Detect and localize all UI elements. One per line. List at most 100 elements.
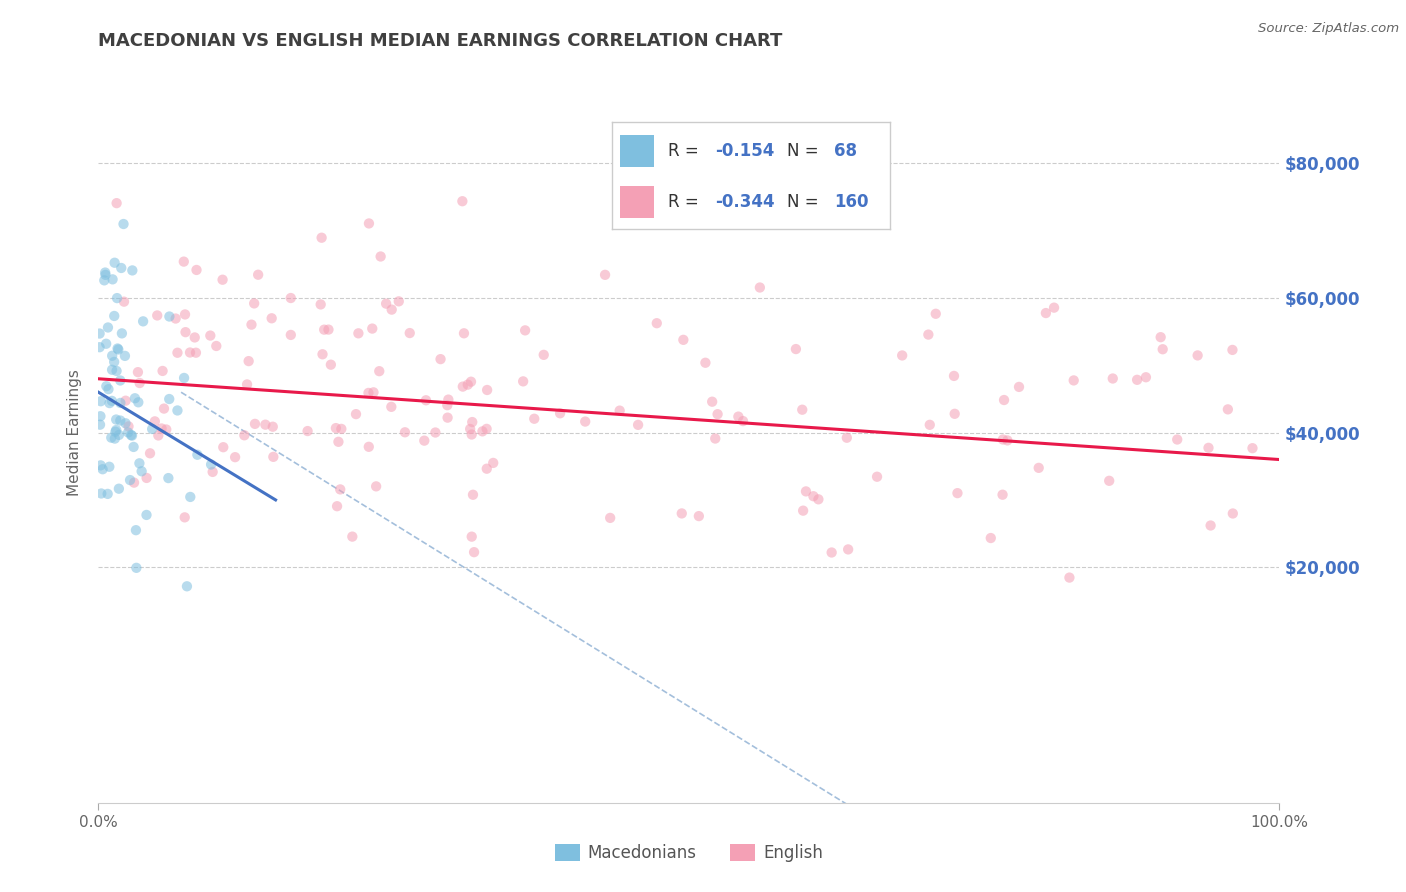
Point xyxy=(1035,306,1057,320)
Point xyxy=(179,345,201,359)
Point xyxy=(453,326,475,341)
Point xyxy=(141,422,163,436)
Point xyxy=(94,268,117,282)
Point xyxy=(1199,518,1222,533)
Point xyxy=(173,254,195,268)
Point xyxy=(991,433,1014,447)
Point xyxy=(672,333,695,347)
Point xyxy=(124,391,146,405)
Point xyxy=(328,434,350,449)
Point xyxy=(117,419,139,434)
Point xyxy=(461,530,484,544)
Point xyxy=(110,396,132,410)
Point xyxy=(104,432,127,446)
Point xyxy=(368,364,391,378)
Point xyxy=(731,414,754,428)
Point xyxy=(98,459,121,474)
Point xyxy=(94,336,117,351)
Point xyxy=(127,365,149,379)
Point xyxy=(943,368,966,383)
Point xyxy=(184,330,207,344)
Point xyxy=(152,364,174,378)
Point xyxy=(176,579,198,593)
Point xyxy=(131,464,153,478)
Point xyxy=(297,424,319,438)
Point xyxy=(157,392,180,406)
Point xyxy=(243,417,266,431)
Point xyxy=(90,458,112,473)
Point xyxy=(121,263,143,277)
Point xyxy=(671,507,693,521)
Point xyxy=(837,542,859,557)
Point xyxy=(1216,402,1239,417)
Point xyxy=(457,377,479,392)
Point xyxy=(97,487,120,501)
Point xyxy=(347,326,370,341)
Point xyxy=(89,409,111,424)
Point xyxy=(995,434,1018,448)
Point xyxy=(240,318,263,332)
Point xyxy=(1028,461,1050,475)
Point xyxy=(599,511,621,525)
Point xyxy=(1222,343,1244,357)
Point xyxy=(260,311,283,326)
Point xyxy=(153,401,176,416)
Point xyxy=(704,432,727,446)
Point xyxy=(1198,441,1220,455)
Point xyxy=(125,561,148,575)
Point xyxy=(1126,373,1149,387)
Point xyxy=(925,307,948,321)
Point xyxy=(173,371,195,385)
Point xyxy=(200,328,222,343)
Point xyxy=(114,349,136,363)
Point xyxy=(135,471,157,485)
Point xyxy=(363,385,385,400)
Point xyxy=(135,508,157,522)
Point xyxy=(1101,371,1123,385)
Point xyxy=(262,450,284,464)
Point xyxy=(1135,370,1157,384)
Point xyxy=(451,194,474,209)
Point xyxy=(1059,571,1081,585)
Point xyxy=(820,545,842,559)
Point xyxy=(792,503,814,517)
Point xyxy=(475,422,498,436)
Point xyxy=(104,256,127,270)
Point xyxy=(891,348,914,362)
Point xyxy=(807,492,830,507)
Point xyxy=(110,260,132,275)
Point xyxy=(702,394,724,409)
Point xyxy=(461,488,484,502)
Point xyxy=(394,425,416,440)
Point xyxy=(90,486,112,500)
Point xyxy=(461,415,484,429)
Point xyxy=(96,379,118,393)
Point xyxy=(105,291,128,305)
Point xyxy=(94,266,117,280)
Point xyxy=(132,314,155,328)
Point xyxy=(471,425,494,439)
Point xyxy=(451,379,474,393)
Point xyxy=(835,431,858,445)
Point xyxy=(1222,507,1244,521)
Point xyxy=(512,375,534,389)
Point xyxy=(326,499,349,513)
Point xyxy=(100,431,122,445)
Point xyxy=(645,316,668,330)
Point xyxy=(548,406,571,420)
Point xyxy=(107,342,129,356)
Point xyxy=(460,427,482,442)
Point xyxy=(513,323,536,337)
Point xyxy=(98,396,121,410)
Point xyxy=(429,352,451,367)
Point xyxy=(946,486,969,500)
Point xyxy=(104,425,127,439)
Point xyxy=(482,456,505,470)
Point xyxy=(211,273,233,287)
Point xyxy=(309,297,332,311)
Point xyxy=(475,461,498,475)
Point xyxy=(89,417,111,432)
Point xyxy=(128,456,150,470)
Point xyxy=(437,392,460,407)
Point xyxy=(184,345,207,359)
